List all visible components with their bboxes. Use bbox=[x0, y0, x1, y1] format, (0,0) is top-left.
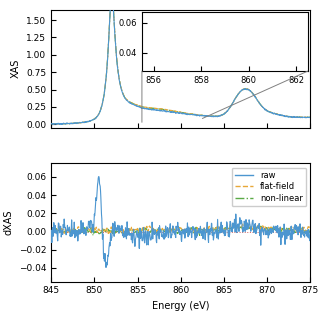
Legend: raw, flat-field, non-linear: raw, flat-field, non-linear bbox=[232, 167, 306, 206]
X-axis label: Energy (eV): Energy (eV) bbox=[152, 301, 210, 311]
Y-axis label: XAS: XAS bbox=[11, 59, 21, 78]
Y-axis label: dXAS: dXAS bbox=[3, 210, 13, 235]
